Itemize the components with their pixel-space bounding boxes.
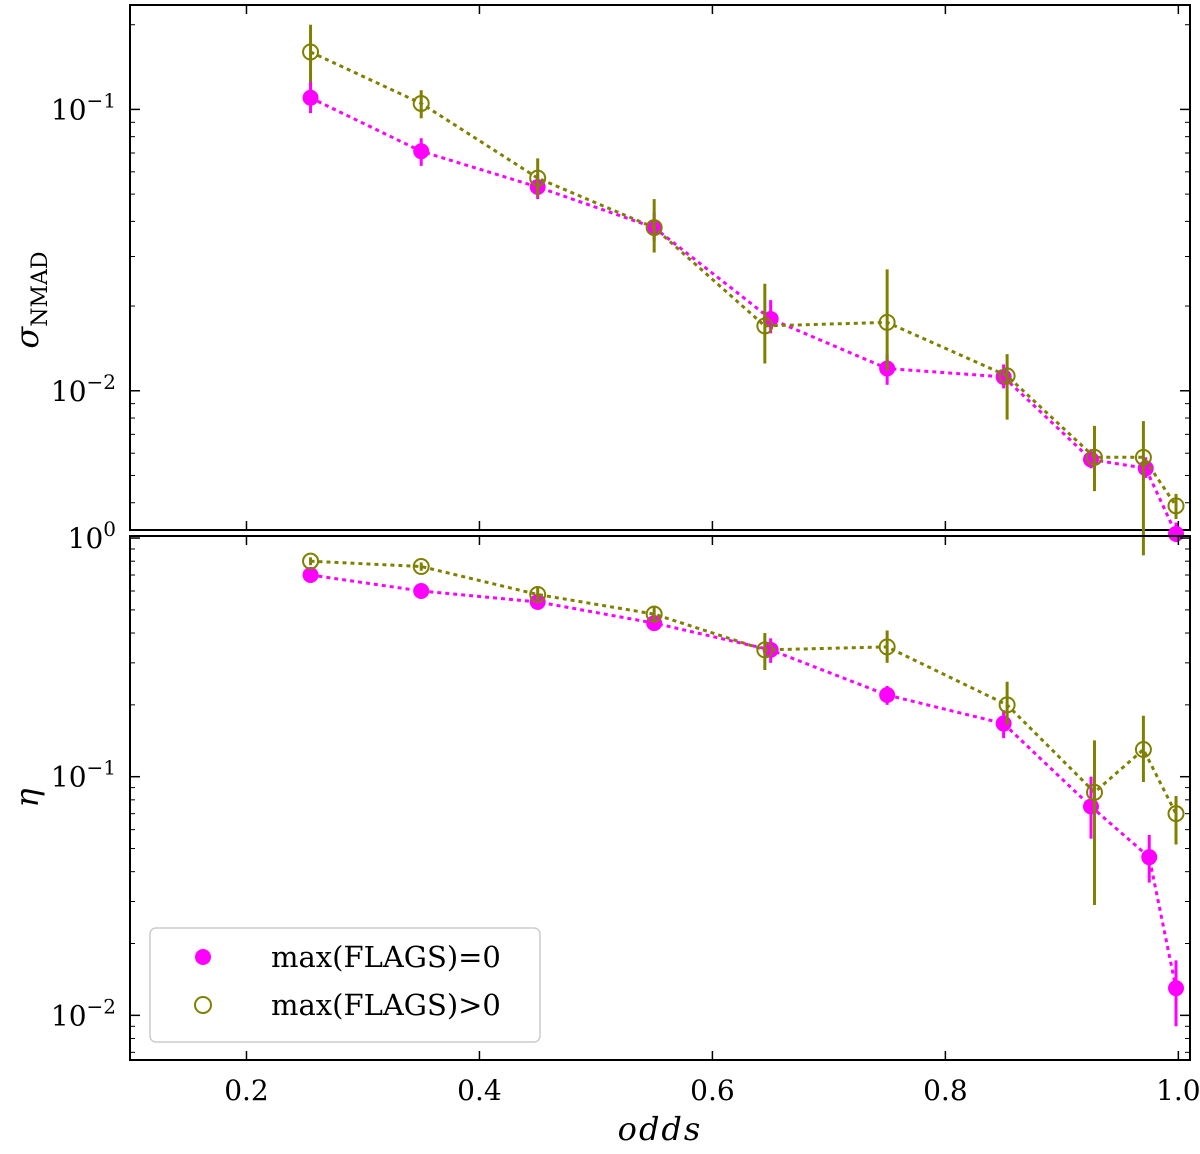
data-point-flags-gt0-sigma	[756, 317, 774, 335]
data-point-flags-gt0-sigma	[529, 169, 547, 187]
legend-label-flags-gt0: max(FLAGS)>0	[271, 988, 501, 1022]
ylabel-eta: η	[8, 788, 46, 807]
data-point-flags-gt0-eta	[302, 552, 320, 570]
legend-label-flags0: max(FLAGS)=0	[271, 940, 501, 974]
x-tick-label: 0.8	[923, 1074, 968, 1107]
data-point-flags-gt0-sigma	[1134, 448, 1152, 466]
data-point-flags-gt0-eta	[878, 638, 896, 656]
y-tick-label-sigma: 10−1	[51, 88, 116, 126]
data-point-flags-gt0-eta	[1167, 805, 1185, 823]
data-point-flags0-sigma	[1168, 525, 1185, 542]
axes-frame-sigma	[129, 4, 1191, 531]
data-point-flags-gt0-eta	[529, 586, 547, 604]
x-tick-label: 0.2	[224, 1074, 269, 1107]
data-point-flags0-eta	[762, 641, 779, 658]
x-tick-label: 0.4	[457, 1074, 502, 1107]
data-point-flags-gt0-eta	[1085, 783, 1103, 801]
legend: max(FLAGS)=0 max(FLAGS)>0	[149, 927, 541, 1043]
series-line-flags-gt0-eta	[310, 559, 1178, 815]
panel-sigma-nmad: 10−1 10−2	[51, 4, 1191, 556]
data-point-flags0-eta	[995, 715, 1012, 732]
data-point-flags0-sigma	[302, 89, 319, 106]
data-point-flags-gt0-eta	[1134, 741, 1152, 759]
data-point-flags-gt0-sigma	[1085, 448, 1103, 466]
axes-frame-eta	[129, 535, 1191, 1061]
data-point-flags-gt0-eta	[998, 696, 1016, 714]
xlabel-odds: odds	[618, 1110, 703, 1148]
data-point-flags0-sigma	[762, 310, 779, 327]
y-tick-label-sigma: 10−2	[51, 370, 116, 408]
ylabel-sigma: σNMAD	[8, 251, 53, 348]
data-point-flags-gt0-sigma	[998, 367, 1016, 385]
y-tick-label-eta: 100	[68, 517, 116, 555]
data-point-flags0-sigma	[413, 143, 430, 160]
data-point-flags0-eta	[1168, 980, 1185, 997]
series-line-flags0-sigma	[309, 96, 1178, 535]
x-tick-label: 1.0	[1156, 1074, 1200, 1107]
legend-marker-flags0	[195, 949, 211, 965]
data-point-flags-gt0-sigma	[645, 219, 663, 237]
y-tick-label-eta: 10−1	[51, 756, 116, 794]
legend-box	[149, 927, 541, 1043]
data-point-flags-gt0-eta	[412, 557, 430, 575]
data-point-flags-gt0-sigma	[302, 43, 320, 61]
data-point-flags-gt0-sigma	[1167, 497, 1185, 515]
data-point-flags-gt0-sigma	[878, 313, 896, 331]
x-tick-label: 0.6	[690, 1074, 735, 1107]
data-point-flags-gt0-eta	[756, 641, 774, 659]
series-line-flags0-eta	[310, 573, 1178, 989]
data-point-flags0-eta	[1082, 798, 1099, 815]
data-point-flags0-eta	[879, 686, 896, 703]
data-point-flags0-eta	[1141, 849, 1158, 866]
panel-eta: 0.2 0.4 0.6 0.8 1.0 100 10−1 10−2	[51, 517, 1200, 1107]
data-point-flags0-eta	[302, 567, 319, 584]
data-point-flags-gt0-eta	[645, 605, 663, 623]
legend-marker-flags-gt0	[194, 996, 212, 1014]
data-point-flags0-eta	[646, 615, 663, 632]
data-point-flags-gt0-sigma	[412, 94, 430, 112]
data-point-flags0-eta	[413, 582, 430, 599]
y-tick-label-eta: 10−2	[51, 994, 116, 1032]
